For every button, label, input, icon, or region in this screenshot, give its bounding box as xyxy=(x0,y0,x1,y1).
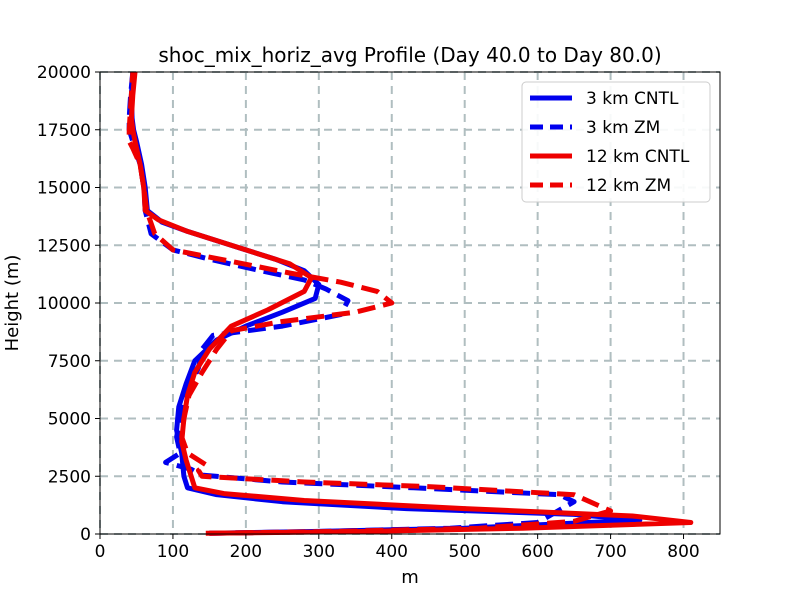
x-tick-label: 400 xyxy=(376,542,408,562)
y-tick-label: 5000 xyxy=(48,410,91,430)
x-tick-label: 600 xyxy=(521,542,553,562)
legend-label-3-km-zm: 3 km ZM xyxy=(586,118,660,138)
chart-title: shoc_mix_horiz_avg Profile (Day 40.0 to … xyxy=(158,43,661,67)
x-tick-label: 0 xyxy=(95,542,106,562)
x-tick-label: 500 xyxy=(448,542,480,562)
series-layer xyxy=(126,71,694,536)
y-tick-label: 2500 xyxy=(48,467,91,487)
x-tick-label: 100 xyxy=(157,542,189,562)
x-tick-label: 700 xyxy=(594,542,626,562)
y-tick-label: 20000 xyxy=(37,63,91,83)
y-axis-label: Height (m) xyxy=(2,255,23,352)
legend: 3 km CNTL 3 km ZM 12 km CNTL 12 km ZM xyxy=(521,81,711,203)
legend-label-12-km-cntl: 12 km CNTL xyxy=(586,147,690,167)
y-tick-label: 10000 xyxy=(37,294,91,314)
x-tick-label: 300 xyxy=(303,542,335,562)
x-tick-label: 800 xyxy=(667,542,699,562)
y-tick-label: 0 xyxy=(80,525,91,545)
y-tick-label: 7500 xyxy=(48,352,91,372)
ticks: 0 100 200 300 400 500 600 700 800 0 2500 5000 7500 10… xyxy=(37,63,700,562)
legend-label-12-km-zm: 12 km ZM xyxy=(586,176,671,196)
y-tick-label: 15000 xyxy=(37,179,91,199)
y-tick-label: 17500 xyxy=(37,121,91,141)
legend-label-3-km-cntl: 3 km CNTL xyxy=(586,89,679,109)
series-line-12-km-zm xyxy=(126,71,614,536)
y-tick-label: 12500 xyxy=(37,236,91,256)
x-axis-label: m xyxy=(401,567,419,588)
x-tick-label: 200 xyxy=(230,542,262,562)
legend-box xyxy=(521,81,711,203)
